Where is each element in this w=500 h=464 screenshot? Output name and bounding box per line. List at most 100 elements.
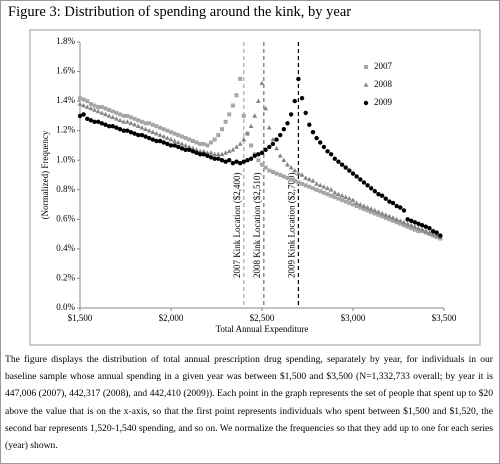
marker bbox=[194, 150, 199, 156]
marker bbox=[427, 226, 432, 231]
marker bbox=[227, 112, 232, 117]
marker bbox=[387, 213, 392, 219]
marker bbox=[146, 135, 152, 141]
marker bbox=[99, 121, 105, 126]
marker bbox=[219, 127, 224, 132]
marker bbox=[249, 143, 254, 148]
marker bbox=[92, 103, 97, 108]
marker bbox=[147, 121, 152, 126]
marker bbox=[270, 170, 275, 175]
x-tick-label: $3,000 bbox=[341, 313, 366, 323]
marker bbox=[438, 233, 443, 238]
chart-border bbox=[29, 29, 481, 346]
marker bbox=[81, 102, 87, 108]
marker bbox=[372, 211, 377, 216]
marker bbox=[212, 137, 217, 142]
marker bbox=[409, 226, 414, 231]
marker bbox=[201, 148, 207, 154]
marker bbox=[365, 208, 370, 213]
marker bbox=[241, 113, 246, 118]
marker bbox=[176, 133, 181, 138]
marker bbox=[314, 181, 319, 186]
marker bbox=[363, 100, 369, 106]
marker bbox=[325, 185, 330, 191]
chart: Total Annual Expenditure (Normalized) Fr… bbox=[29, 29, 481, 346]
marker bbox=[430, 231, 436, 236]
marker bbox=[194, 147, 199, 152]
marker bbox=[209, 140, 214, 145]
marker bbox=[234, 93, 239, 98]
marker bbox=[256, 158, 261, 163]
marker bbox=[245, 158, 250, 163]
kink-label: 2008 Kink Location ($2,510) bbox=[252, 173, 262, 278]
marker bbox=[263, 105, 269, 111]
marker bbox=[190, 145, 196, 151]
marker bbox=[274, 137, 279, 142]
marker bbox=[154, 131, 159, 136]
marker bbox=[325, 192, 330, 197]
marker bbox=[150, 137, 155, 142]
marker bbox=[336, 159, 341, 164]
y-tick-label: 1.8% bbox=[56, 36, 75, 46]
marker bbox=[296, 180, 301, 185]
marker bbox=[219, 158, 225, 163]
x-tick-label: $1,500 bbox=[68, 313, 93, 323]
marker bbox=[197, 152, 203, 157]
marker bbox=[288, 165, 294, 170]
marker bbox=[114, 110, 119, 115]
marker bbox=[369, 186, 374, 191]
marker bbox=[248, 156, 254, 161]
marker bbox=[187, 147, 192, 153]
marker bbox=[157, 132, 163, 137]
marker bbox=[139, 125, 145, 130]
kink-label: 2009 Kink Location ($2,700) bbox=[286, 173, 296, 278]
marker bbox=[365, 204, 370, 210]
marker bbox=[179, 134, 184, 139]
marker bbox=[110, 124, 115, 129]
marker bbox=[125, 128, 130, 133]
marker bbox=[169, 130, 173, 135]
marker bbox=[103, 122, 108, 127]
marker bbox=[299, 95, 305, 101]
marker bbox=[343, 199, 348, 204]
marker bbox=[314, 187, 319, 192]
marker bbox=[99, 105, 104, 110]
marker bbox=[154, 138, 159, 144]
marker bbox=[383, 212, 389, 217]
marker bbox=[161, 133, 167, 139]
marker bbox=[84, 104, 90, 109]
marker bbox=[128, 120, 134, 126]
marker bbox=[175, 139, 181, 145]
marker bbox=[398, 221, 403, 226]
marker bbox=[227, 158, 232, 163]
marker bbox=[292, 98, 297, 104]
marker bbox=[387, 217, 392, 222]
marker bbox=[394, 203, 399, 209]
marker bbox=[197, 148, 203, 154]
marker bbox=[172, 143, 177, 148]
x-axis-title: Total Annual Expenditure bbox=[216, 324, 309, 334]
marker bbox=[405, 217, 410, 222]
marker bbox=[186, 144, 192, 149]
marker bbox=[223, 159, 228, 164]
marker bbox=[401, 208, 407, 213]
marker bbox=[390, 200, 396, 206]
marker bbox=[387, 199, 392, 204]
marker bbox=[143, 126, 148, 131]
marker bbox=[187, 137, 192, 142]
marker bbox=[314, 135, 319, 141]
marker bbox=[266, 125, 272, 130]
marker bbox=[136, 118, 141, 123]
marker bbox=[237, 160, 243, 166]
marker bbox=[306, 176, 312, 182]
marker bbox=[317, 182, 323, 188]
marker bbox=[303, 183, 308, 188]
marker bbox=[139, 132, 145, 138]
marker bbox=[150, 129, 156, 134]
marker bbox=[106, 113, 112, 118]
marker bbox=[278, 173, 283, 177]
marker bbox=[190, 149, 196, 154]
figure-title: Figure 3: Distribution of spending aroun… bbox=[8, 4, 352, 20]
marker bbox=[416, 225, 421, 230]
marker bbox=[92, 107, 97, 112]
